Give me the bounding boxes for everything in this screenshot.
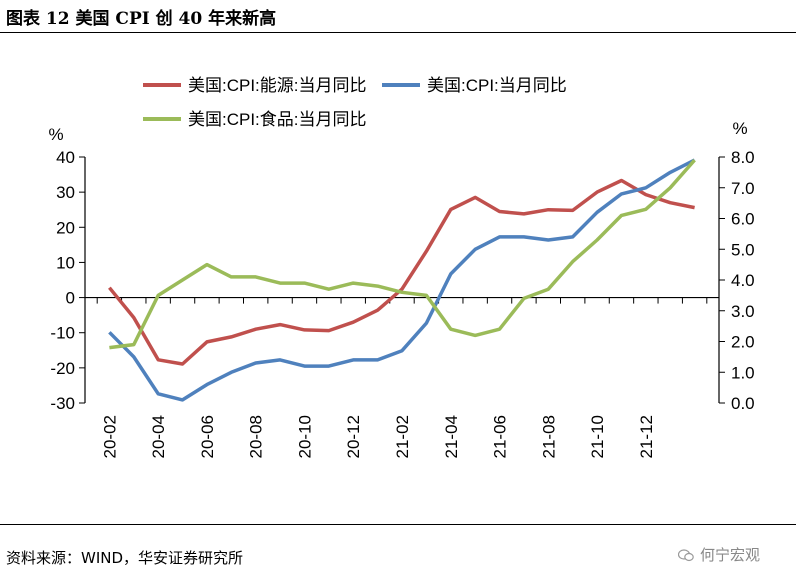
right-tick-label: 0.0 [731, 394, 755, 413]
figure-title: 图表 12 美国 CPI 创 40 年来新高 [6, 9, 277, 29]
right-tick-label: 3.0 [731, 302, 755, 321]
watermark: 何宁宏观 [678, 544, 760, 565]
right-tick-label: 1.0 [731, 363, 755, 382]
x-tick-label: 21-10 [588, 415, 607, 458]
cpi-chart: 40 30 20 10 0 -10 -20 -30 8.0 7.0 6.0 5.0 4.0 3.0 2.0… [48, 76, 755, 458]
series-line-cpi [108, 158, 696, 402]
right-tick-label: 5.0 [731, 240, 755, 259]
legend-label-cpi: 美国:CPI:当月同比 [427, 76, 567, 95]
wechat-icon [678, 549, 694, 562]
right-tick-label: 6.0 [731, 210, 755, 229]
right-tick-label: 2.0 [731, 333, 755, 352]
footer-rule [0, 524, 796, 525]
right-axis-unit: % [732, 119, 747, 138]
title-rule [0, 32, 796, 33]
watermark-text: 何宁宏观 [700, 546, 761, 564]
x-tick-label: 20-04 [149, 415, 168, 458]
x-tick-label: 20-06 [198, 415, 217, 458]
series-layer [108, 158, 696, 402]
source-note: 资料来源：WIND，华安证券研究所 [6, 549, 244, 567]
x-tick-label: 20-02 [100, 415, 119, 458]
legend: 美国:CPI:能源:当月同比 美国:CPI:当月同比 美国:CPI:食品:当月同… [143, 76, 567, 129]
left-tick-label: 40 [56, 148, 75, 167]
x-tick-label: 20-12 [344, 415, 363, 458]
left-tick-label: -10 [50, 324, 75, 343]
right-tick-label: 7.0 [731, 179, 755, 198]
right-axis-ticks: 8.0 7.0 6.0 5.0 4.0 3.0 2.0 1.0 0.0 [719, 148, 755, 413]
left-tick-label: 30 [56, 183, 75, 202]
left-tick-label: 10 [56, 253, 75, 272]
left-tick-label: 0 [66, 289, 75, 308]
left-tick-label: -20 [50, 359, 75, 378]
right-tick-label: 8.0 [731, 148, 755, 167]
left-axis-ticks: 40 30 20 10 0 -10 -20 -30 [50, 148, 85, 413]
x-axis-ticks: 20-02 20-04 20-06 20-08 20-10 20-12 21-02 21-04… [96, 297, 708, 458]
x-tick-label: 20-08 [247, 415, 266, 458]
series-line-energy [108, 178, 695, 366]
left-tick-label: 20 [56, 218, 75, 237]
left-tick-label: -30 [50, 394, 75, 413]
x-tick-label: 21-12 [637, 415, 656, 458]
x-tick-label: 21-06 [491, 415, 510, 458]
series-line-food [109, 158, 696, 350]
left-axis-unit: % [48, 125, 63, 144]
right-tick-label: 4.0 [731, 271, 755, 290]
x-tick-label: 21-08 [539, 415, 558, 458]
x-tick-label: 21-04 [442, 415, 461, 458]
x-tick-label: 21-02 [393, 415, 412, 458]
x-tick-label: 20-10 [295, 415, 314, 458]
legend-label-food: 美国:CPI:食品:当月同比 [188, 110, 367, 129]
legend-label-energy: 美国:CPI:能源:当月同比 [188, 76, 367, 95]
